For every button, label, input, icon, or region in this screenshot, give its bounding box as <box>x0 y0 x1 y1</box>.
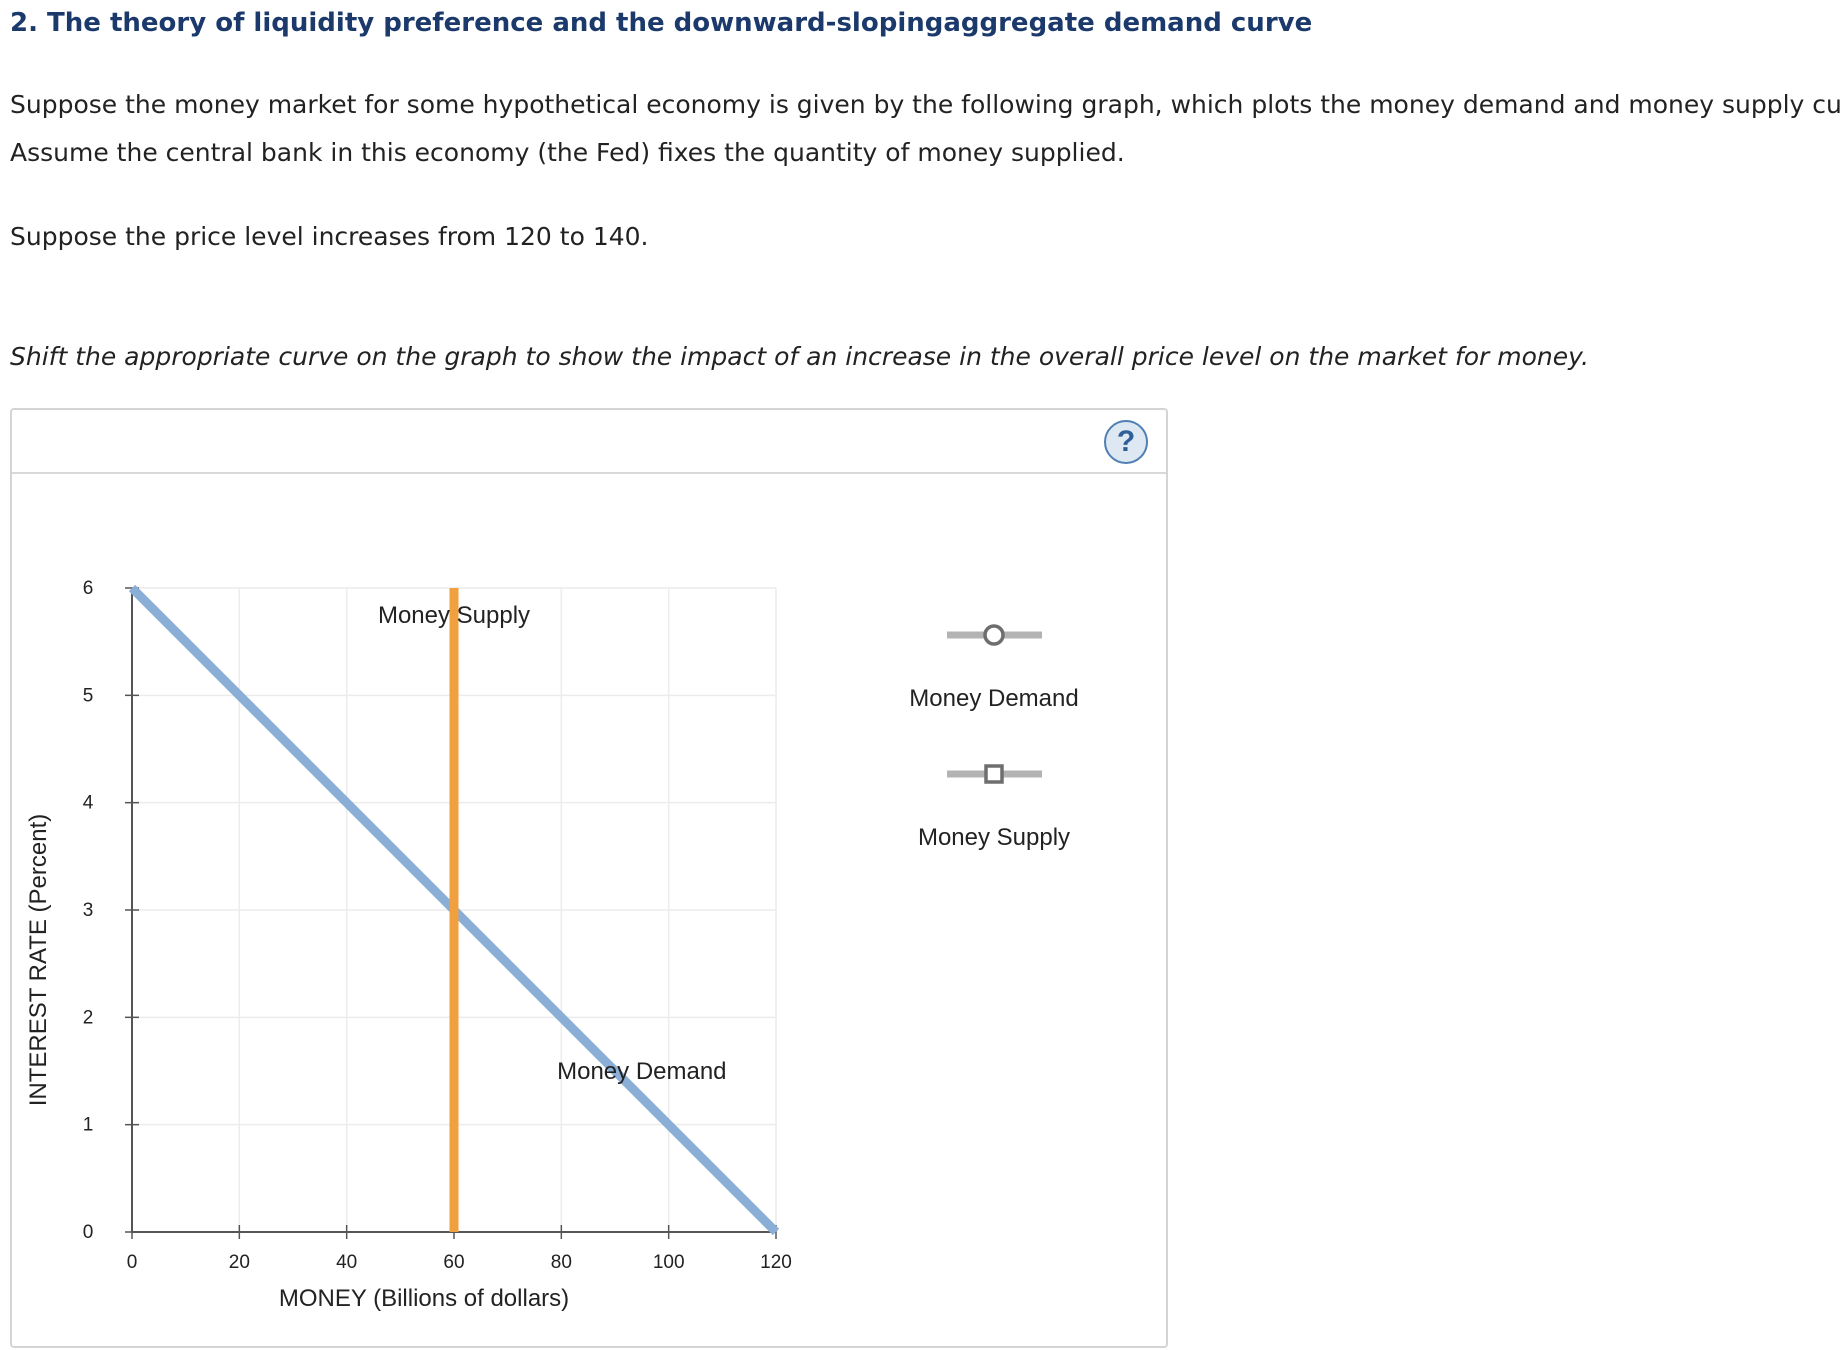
money-supply-curve-label: Money Supply <box>378 602 530 629</box>
square-marker-icon <box>984 764 1004 784</box>
question-text-line-2: Assume the central bank in this economy … <box>10 138 1125 167</box>
question-title: 2. The theory of liquidity preference an… <box>10 8 1313 38</box>
y-tick-label: 4 <box>83 793 94 814</box>
y-tick-label: 2 <box>83 1007 94 1028</box>
x-axis-title: MONEY (Billions of dollars) <box>279 1285 569 1312</box>
money-demand-curve-label: Money Demand <box>557 1058 726 1085</box>
x-tick-label: 80 <box>551 1252 572 1273</box>
legend-money-supply-tool[interactable]: Money Supply <box>918 764 1070 851</box>
y-tick-label: 5 <box>83 685 94 706</box>
y-tick-label: 6 <box>83 578 94 599</box>
question-text-line-1: Suppose the money market for some hypoth… <box>10 90 1842 119</box>
y-axis-title: INTEREST RATE (Percent) <box>25 814 52 1107</box>
curve-labels: Money Demand Money Supply <box>378 602 727 1085</box>
price-level-text: Suppose the price level increases from 1… <box>10 222 649 251</box>
y-tick-label: 1 <box>83 1115 94 1136</box>
curves[interactable] <box>128 584 780 1236</box>
x-tick-label: 120 <box>760 1252 792 1273</box>
x-tick-label: 40 <box>336 1252 357 1273</box>
x-tick-label: 20 <box>229 1252 250 1273</box>
legend-money-demand-label: Money Demand <box>909 685 1078 712</box>
y-tick-label: 3 <box>83 900 94 921</box>
instruction-text: Shift the appropriate curve on the graph… <box>10 342 1589 371</box>
graph-panel: ? 0 20 40 60 80 100 120 0 1 2 3 4 5 6 Money Demand Mon… <box>10 408 1168 1348</box>
tick-labels: 0 20 40 60 80 100 120 0 1 2 3 4 5 6 <box>83 578 792 1273</box>
x-tick-label: 100 <box>653 1252 685 1273</box>
legend: Money Demand Money Supply <box>909 624 1079 851</box>
circle-marker-icon <box>983 624 1005 646</box>
legend-money-supply-label: Money Supply <box>918 824 1070 851</box>
help-button[interactable]: ? <box>1104 420 1148 464</box>
panel-header: ? <box>12 410 1166 474</box>
y-tick-label: 0 <box>83 1222 94 1243</box>
x-tick-label: 60 <box>443 1252 464 1273</box>
x-tick-label: 0 <box>127 1252 138 1273</box>
legend-money-demand-tool[interactable]: Money Demand <box>909 624 1079 712</box>
